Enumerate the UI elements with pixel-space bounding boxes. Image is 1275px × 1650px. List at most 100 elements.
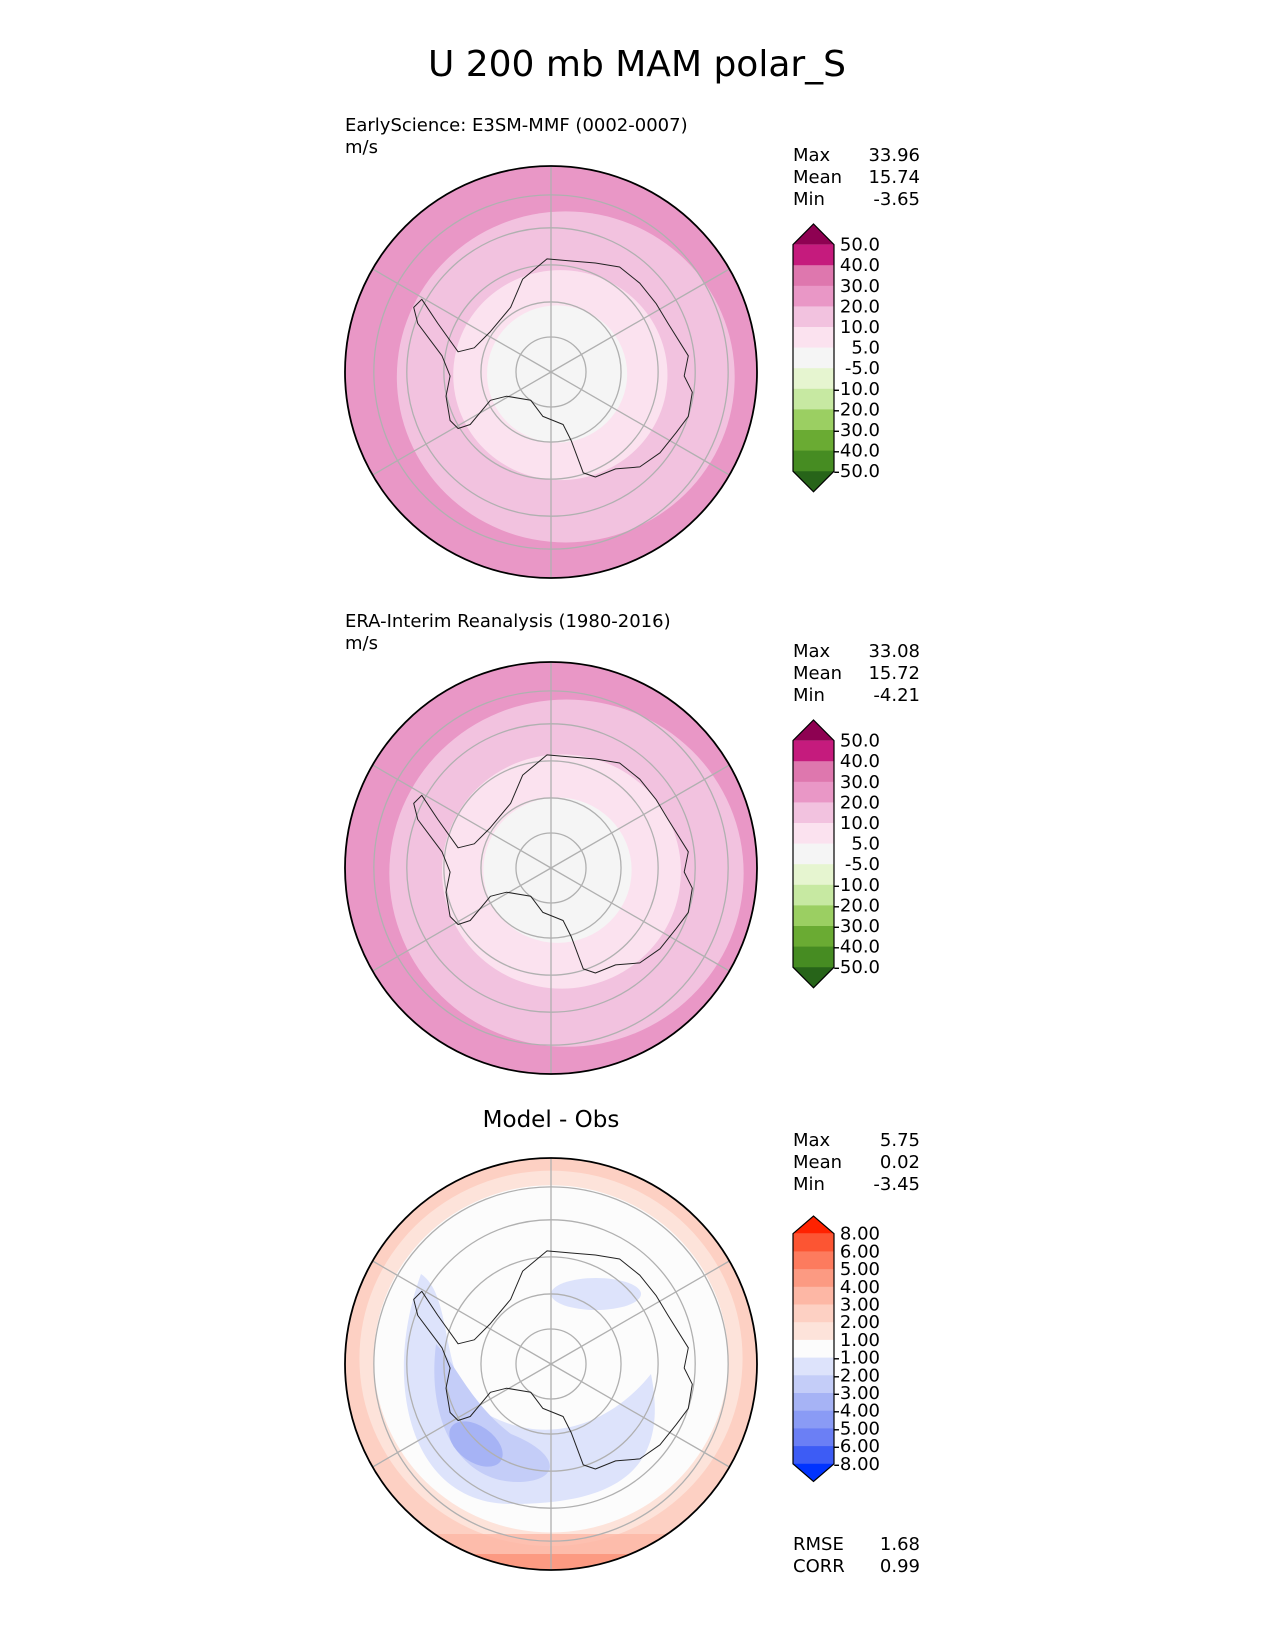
- colorbar-segment: [793, 450, 834, 472]
- footer-stat-label: RMSE: [793, 1534, 844, 1555]
- polar-map: [345, 1158, 757, 1570]
- colorbar-tick-label: -1.00: [833, 1348, 880, 1369]
- coastline: [413, 258, 693, 478]
- map-border: [344, 1157, 758, 1571]
- colorbar-segment: [793, 864, 834, 886]
- colorbar-segment: [793, 1304, 834, 1323]
- colorbar-tick-label: -5.0: [845, 854, 880, 875]
- colorbar-segment: [793, 347, 834, 369]
- colorbar-segment: [793, 781, 834, 803]
- colorbar-segment: [793, 1393, 834, 1412]
- colorbar-outline: [792, 1215, 835, 1483]
- colorbar-segment: [793, 368, 834, 390]
- colorbar-tick-label: 2.00: [840, 1312, 880, 1333]
- colorbar-segment: [793, 1375, 834, 1394]
- colorbar-tick-label: 4.00: [840, 1277, 880, 1298]
- colorbar-tick-label: 5.00: [840, 1259, 880, 1280]
- stat-value: 33.08: [868, 641, 920, 662]
- stat-label: Min: [793, 189, 825, 210]
- graticule-meridian: [372, 371, 552, 476]
- colorbar-tick-label: 20.0: [840, 792, 880, 813]
- colorbar-tick-label: 50.0: [840, 235, 880, 256]
- colorbar-tick-label: -30.0: [833, 420, 880, 441]
- colorbar-segment: [793, 327, 834, 349]
- colorbar-extend-top: [793, 1216, 834, 1234]
- panel-units: m/s: [345, 137, 378, 158]
- graticule-meridian: [550, 1260, 730, 1365]
- colorbar-tick-label: -8.00: [833, 1454, 880, 1475]
- colorbar-segment: [793, 1339, 834, 1359]
- graticule-meridian: [372, 1260, 552, 1365]
- polar-map: [345, 662, 757, 1074]
- stat-value: 0.02: [880, 1152, 920, 1173]
- colorbar-segment: [793, 761, 834, 783]
- contour-band: [487, 305, 628, 443]
- colorbar-segment: [793, 1446, 834, 1465]
- colorbar-segment: [793, 740, 834, 762]
- stat-value: -3.45: [873, 1174, 920, 1195]
- colorbar-extend-bottom: [793, 471, 834, 492]
- colorbar-segment: [793, 265, 834, 287]
- colorbar-tick-label: -5.0: [845, 358, 880, 379]
- colorbar-tick-label: -40.0: [833, 937, 880, 958]
- anomaly-region: [551, 1278, 641, 1310]
- graticule-meridian: [550, 867, 730, 972]
- colorbar-segment: [793, 843, 834, 865]
- colorbar-segment: [793, 1233, 834, 1252]
- colorbar-segment: [793, 946, 834, 968]
- stat-value: -3.65: [873, 189, 920, 210]
- graticule-meridian: [372, 764, 552, 869]
- colorbar-segment: [793, 926, 834, 948]
- stat-value: 15.74: [868, 167, 920, 188]
- stat-label: Mean: [793, 1152, 842, 1173]
- colorbar-extend-top: [793, 720, 834, 741]
- colorbar-tick-label: 10.0: [840, 317, 880, 338]
- colorbar-segment: [793, 306, 834, 328]
- polar-map: [345, 166, 757, 578]
- colorbar-tick-label: -20.0: [833, 895, 880, 916]
- graticule-meridian: [550, 268, 730, 373]
- colorbar-segment: [793, 244, 834, 266]
- graticule-meridian: [372, 268, 552, 373]
- colorbar-segment: [793, 905, 834, 927]
- colorbar: 50.040.030.020.010.05.0-5.0-10.0-20.0-30…: [792, 223, 880, 493]
- map-border: [344, 165, 758, 579]
- colorbar-tick-label: 6.00: [840, 1241, 880, 1262]
- colorbar-segment: [793, 1286, 834, 1305]
- graticule-meridian: [372, 867, 552, 972]
- colorbar-tick-label: 40.0: [840, 751, 880, 772]
- panel-title: Model - Obs: [483, 1107, 620, 1133]
- anomaly-region: [449, 1421, 503, 1467]
- colorbar-tick-label: -5.00: [833, 1418, 880, 1439]
- colorbar-extend-top: [793, 224, 834, 245]
- colorbar-tick-label: 50.0: [840, 731, 880, 752]
- map-border: [344, 661, 758, 1075]
- colorbar-tick-label: -20.0: [833, 399, 880, 420]
- colorbar-tick-label: -10.0: [833, 875, 880, 896]
- panel-2: ERA-Interim Reanalysis (1980-2016)m/s Max…: [344, 611, 920, 1075]
- colorbar-outline: [792, 719, 835, 989]
- panel-1: EarlyScience: E3SM-MMF (0002-0007)m/s Max…: [344, 115, 920, 579]
- colorbar-outline: [792, 223, 835, 493]
- colorbar-segment: [793, 802, 834, 824]
- colorbar-segment: [793, 1410, 834, 1429]
- panel-subtitle: EarlyScience: E3SM-MMF (0002-0007): [345, 115, 688, 136]
- colorbar-tick-label: 30.0: [840, 276, 880, 297]
- colorbar-tick-label: -50.0: [833, 461, 880, 482]
- colorbar-segment: [793, 823, 834, 845]
- colorbar-segment: [793, 1269, 834, 1288]
- colorbar-tick-label: -3.00: [833, 1383, 880, 1404]
- stat-value: -4.21: [873, 685, 920, 706]
- colorbar-segment: [793, 1357, 834, 1376]
- colorbar-segment: [793, 409, 834, 431]
- stat-label: Max: [793, 641, 831, 662]
- colorbar-tick-label: 5.0: [851, 834, 880, 855]
- colorbar-segment: [793, 1251, 834, 1270]
- stat-value: 33.96: [868, 145, 920, 166]
- graticule-meridian: [372, 1363, 552, 1468]
- panel-3: Model - Obs Max 5.75 Mean 0.02 Min -3.45 8.006.…: [344, 1107, 920, 1577]
- stat-label: Max: [793, 145, 831, 166]
- figure-title: U 200 mb MAM polar_S: [428, 44, 846, 85]
- stat-label: Min: [793, 1174, 825, 1195]
